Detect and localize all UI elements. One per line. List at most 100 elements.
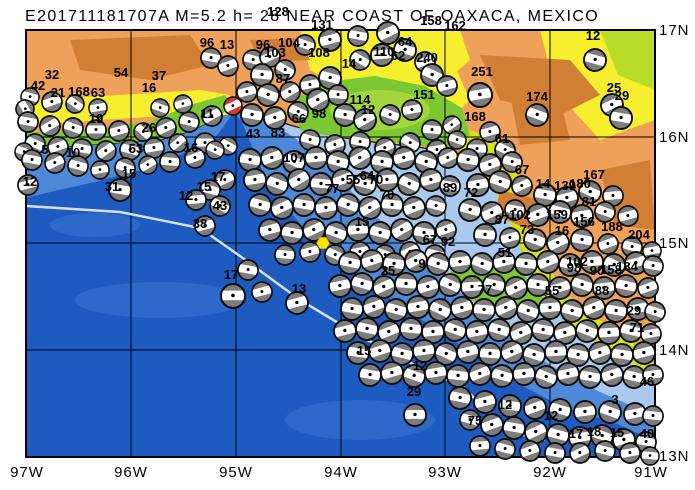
depth-label: 89 bbox=[443, 180, 457, 195]
depth-label: 174 bbox=[526, 89, 548, 104]
depth-label: 158 bbox=[600, 262, 622, 277]
depth-label: 77 bbox=[478, 282, 492, 297]
depth-label: 55 bbox=[346, 172, 360, 187]
highland bbox=[70, 35, 210, 80]
highland bbox=[480, 55, 600, 115]
longitude-label: 91W bbox=[634, 464, 668, 481]
depth-label: 168 bbox=[68, 84, 90, 99]
ocean-shade bbox=[50, 213, 140, 237]
depth-label: 73 bbox=[520, 222, 534, 237]
depth-label: 17 bbox=[211, 169, 225, 184]
depth-label: 110 bbox=[374, 44, 395, 59]
longitude-label: 92W bbox=[533, 464, 567, 481]
depth-label: 15 bbox=[357, 343, 371, 358]
depth-label: 12 bbox=[586, 28, 600, 43]
depth-label: 17 bbox=[569, 426, 583, 441]
depth-label: 188 bbox=[601, 219, 623, 234]
depth-label: 12 bbox=[544, 408, 558, 423]
depth-label: 75 bbox=[468, 413, 482, 428]
depth-label: 81 bbox=[582, 194, 596, 209]
ocean-shade bbox=[285, 400, 435, 440]
depth-label: 184 bbox=[616, 259, 638, 274]
depth-label: 240 bbox=[416, 50, 438, 65]
depth-label: 5 bbox=[41, 142, 48, 157]
longitude-label: 97W bbox=[10, 464, 44, 481]
axis-label-layer: 97W 96W 95W 94W 93W 92W 91W 17N 16N 15N 14N 13N bbox=[10, 22, 690, 481]
depth-label: 107 bbox=[283, 150, 305, 165]
depth-label: 156 bbox=[573, 214, 595, 229]
depth-label: 31 bbox=[105, 179, 119, 194]
depth-label: 131 bbox=[311, 17, 333, 32]
depth-label: 14 bbox=[342, 56, 357, 71]
depth-label: 43 bbox=[246, 126, 260, 141]
depth-label: 43 bbox=[213, 198, 227, 213]
depth-label: 9 bbox=[418, 256, 425, 271]
depth-label: 13 bbox=[292, 281, 306, 296]
depth-label: 15 bbox=[610, 425, 624, 440]
latitude-label: 14N bbox=[659, 342, 690, 359]
depth-label: 15 bbox=[355, 214, 369, 229]
depth-label: 67 bbox=[515, 162, 529, 177]
depth-label: 66 bbox=[292, 111, 306, 126]
depth-label: 15 bbox=[122, 166, 136, 181]
depth-label: 92 bbox=[441, 234, 455, 249]
plot-title: E201711181707A M=5.2 h= 28 NEAR COAST OF… bbox=[25, 8, 599, 25]
depth-label: 13 bbox=[220, 37, 234, 52]
depth-label: 21 bbox=[51, 85, 65, 100]
depth-label: 29 bbox=[615, 88, 629, 103]
latitude-label: 15N bbox=[659, 235, 690, 252]
depth-label: 26 bbox=[142, 120, 156, 135]
depth-label: 16 bbox=[555, 223, 569, 238]
depth-label: 53 bbox=[129, 141, 143, 156]
depth-label: 11 bbox=[200, 106, 214, 121]
depth-label: 98 bbox=[567, 260, 581, 275]
depth-label: 12 bbox=[23, 174, 37, 189]
longitude-label: 93W bbox=[428, 464, 462, 481]
depth-label: 10 bbox=[66, 145, 80, 160]
depth-label: 168 bbox=[464, 109, 486, 124]
depth-label: 51 bbox=[498, 245, 512, 260]
depth-label: 88 bbox=[595, 283, 609, 298]
depth-label: 151 bbox=[413, 87, 435, 102]
depth-label: 139 bbox=[554, 178, 576, 193]
depth-label: 251 bbox=[471, 64, 493, 79]
depth-label: 62 bbox=[391, 48, 405, 63]
depth-label: 158 bbox=[420, 13, 442, 28]
depth-label: 54 bbox=[114, 65, 129, 80]
depth-label: 83 bbox=[271, 125, 285, 140]
depth-label: 12 bbox=[413, 358, 427, 373]
depth-label: 29 bbox=[627, 303, 641, 318]
depth-label: 87 bbox=[276, 71, 290, 86]
depth-label: 96 bbox=[200, 35, 214, 50]
depth-label: 61 bbox=[495, 131, 509, 146]
depth-label: 15 bbox=[197, 179, 211, 194]
depth-label: 70 bbox=[380, 187, 394, 202]
latitude-label: 16N bbox=[659, 129, 690, 146]
depth-label: 159 bbox=[546, 207, 568, 222]
depth-label: 25 bbox=[381, 263, 395, 278]
depth-label: 12 bbox=[498, 397, 512, 412]
depth-label: 98 bbox=[312, 106, 326, 121]
depth-label: 46 bbox=[640, 374, 654, 389]
ocean-shade bbox=[75, 282, 245, 318]
depth-label: 87 bbox=[495, 212, 509, 227]
depth-label: 204 bbox=[628, 227, 650, 242]
depth-label: 103 bbox=[264, 45, 286, 60]
depth-label: 180 bbox=[569, 176, 591, 191]
depth-label: 71 bbox=[630, 320, 644, 335]
depth-label: 102 bbox=[566, 254, 588, 269]
depth-label: 108 bbox=[308, 45, 330, 60]
depth-label: 3 bbox=[611, 392, 618, 407]
depth-label: 114 bbox=[350, 92, 372, 107]
longitude-label: 94W bbox=[324, 464, 358, 481]
depth-label: 167 bbox=[583, 167, 605, 182]
latitude-label: 17N bbox=[659, 22, 690, 39]
station-marker bbox=[316, 237, 330, 249]
depth-label: 25 bbox=[607, 80, 621, 95]
depth-label: 162 bbox=[444, 18, 466, 33]
depth-label: 128 bbox=[267, 4, 289, 19]
depth-label: 29 bbox=[407, 384, 421, 399]
depth-label: 18 bbox=[587, 424, 601, 439]
